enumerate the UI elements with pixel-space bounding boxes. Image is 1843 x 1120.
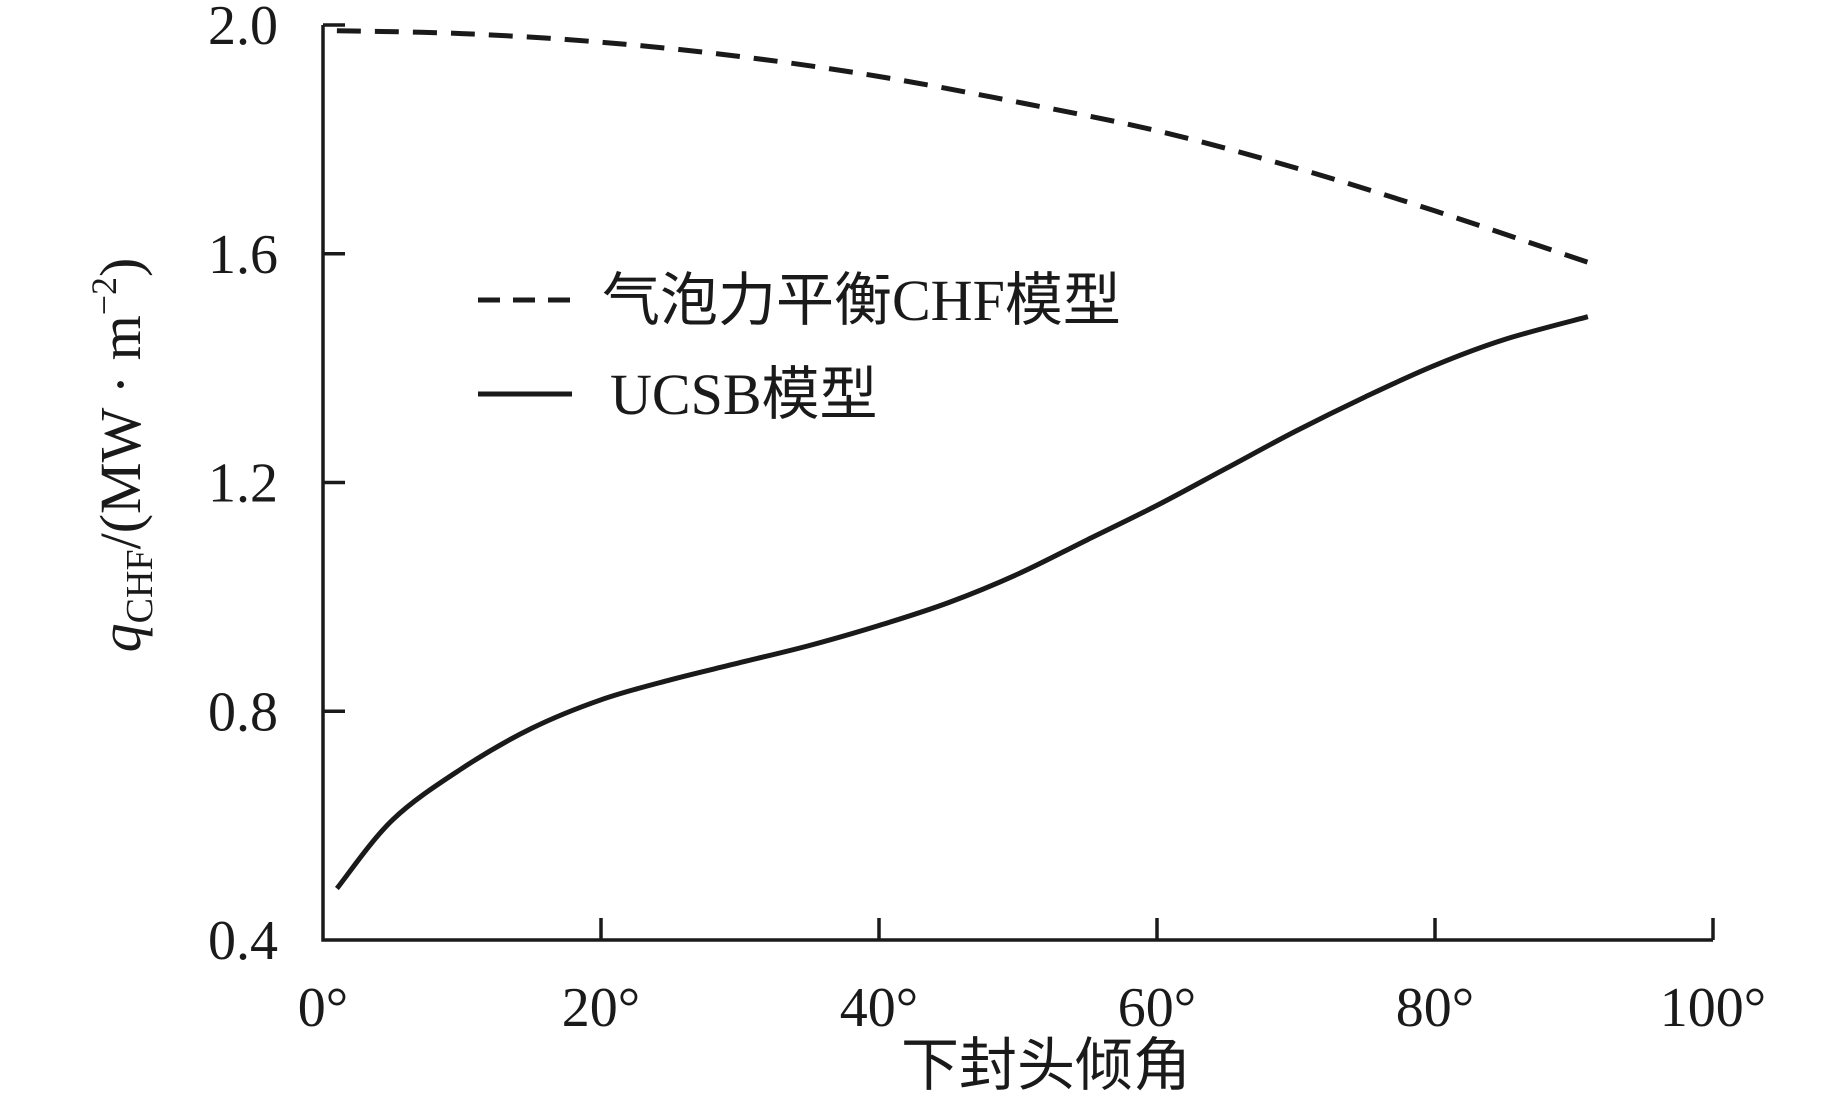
plot-area [334,28,1589,891]
x-axis-ticks: 0° 20° 40° 60° 80° 100° [298,918,1766,1039]
x-tick-label: 100° [1660,977,1766,1039]
x-tick-label: 80° [1396,977,1474,1039]
axis-lines [321,25,1713,942]
legend: 气泡力平衡CHF模型 UCSB模型 [478,268,1121,427]
series-line-bubble-force-balance [336,28,1589,265]
x-tick-label: 40° [840,977,918,1039]
legend-label-ucsb: UCSB模型 [610,362,878,427]
x-tick-label: 20° [562,977,640,1039]
y-axis-ticks: 0.4 0.8 1.2 1.6 2.0 [208,0,345,972]
y-axis-unit: /(MW · m [88,315,153,549]
y-axis-title: qCHF/(MW · m−2) [84,258,161,653]
x-tick-label: 60° [1118,977,1196,1039]
y-axis-unit-exponent: −2 [84,277,124,315]
y-axis-unit-suffix: ) [88,258,153,277]
axes [321,25,1713,942]
series-line-ucsb [334,314,1589,891]
y-axis-symbol: q [88,623,153,652]
legend-label-bubble-force-balance: 气泡力平衡CHF模型 [602,268,1121,333]
x-axis-title: 下封头倾角 [901,1033,1191,1098]
y-tick-label: 1.2 [208,453,278,515]
y-tick-label: 2.0 [208,0,278,57]
y-tick-label: 1.6 [208,224,278,286]
y-axis-subscript: CHF [119,549,161,623]
y-tick-label: 0.8 [208,681,278,743]
y-tick-label: 0.4 [208,910,278,972]
x-tick-label: 0° [298,977,348,1039]
